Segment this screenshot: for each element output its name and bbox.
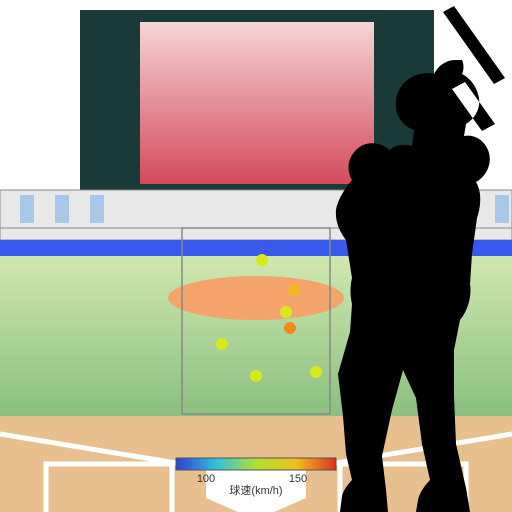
pitch-marker xyxy=(310,366,322,378)
pitch-marker xyxy=(284,322,296,334)
stands-pillar xyxy=(495,195,509,223)
stands-pillar xyxy=(20,195,34,223)
pitchers-mound xyxy=(168,276,344,320)
stands-pillar xyxy=(55,195,69,223)
colorbar-tick: 150 xyxy=(289,473,307,485)
pitch-marker xyxy=(216,338,228,350)
colorbar-label: 球速(km/h) xyxy=(229,483,282,497)
pitch-marker xyxy=(256,254,268,266)
colorbar xyxy=(176,458,336,470)
pitch-marker xyxy=(280,306,292,318)
pitch-marker xyxy=(288,284,300,296)
scoreboard-screen xyxy=(140,22,374,184)
colorbar-tick: 100 xyxy=(197,473,215,485)
pitch-marker xyxy=(250,370,262,382)
stands-pillar xyxy=(90,195,104,223)
